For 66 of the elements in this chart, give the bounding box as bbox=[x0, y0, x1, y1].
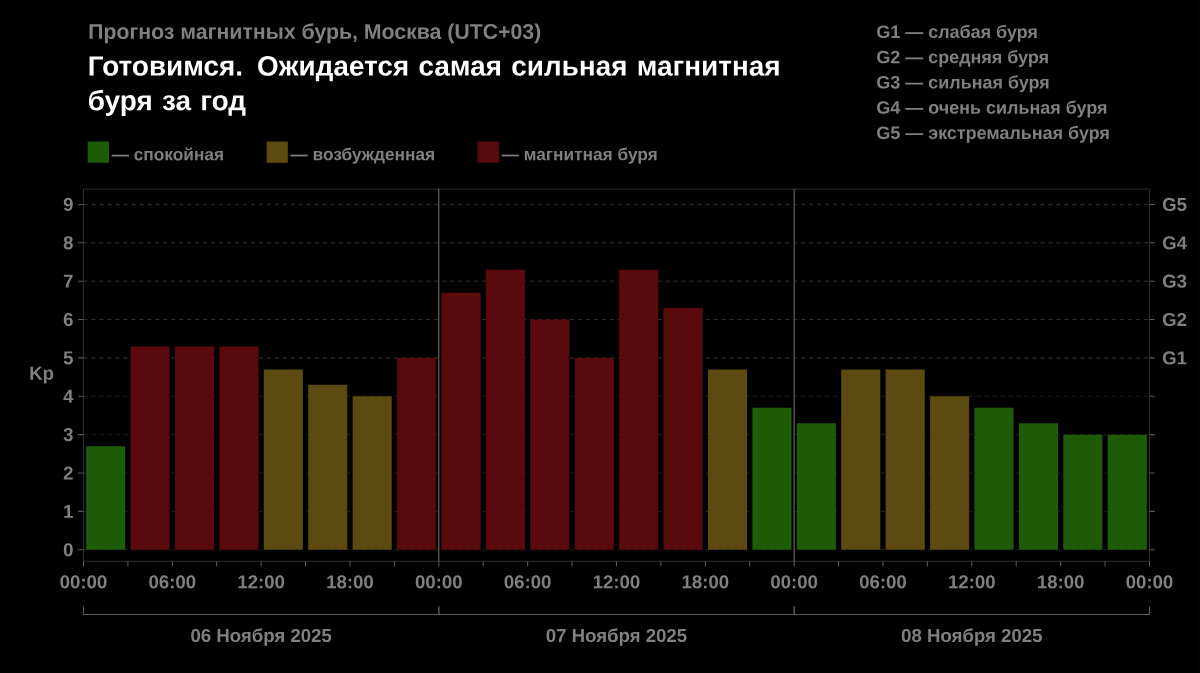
x-tick-label: 12:00 bbox=[593, 575, 640, 589]
x-tick-label: 18:00 bbox=[682, 575, 729, 589]
x-tick-label: 00:00 bbox=[60, 575, 107, 589]
bar bbox=[352, 396, 392, 550]
bar bbox=[441, 292, 481, 550]
bar bbox=[530, 319, 570, 550]
text: G4 — очень сильная буря bbox=[877, 100, 1107, 118]
ref-line-label: G1 bbox=[1162, 351, 1187, 365]
legend-label: — магнитная буря bbox=[501, 147, 657, 164]
bar bbox=[885, 369, 925, 550]
text: 07 Ноября 2025 bbox=[546, 628, 687, 646]
legend-label: — спокойная bbox=[111, 147, 223, 161]
ref-line-label: G2 bbox=[1162, 312, 1187, 327]
bar bbox=[841, 369, 881, 550]
y-tick-label: 5 bbox=[63, 351, 73, 365]
y-axis-title: Kp bbox=[30, 366, 54, 384]
bar bbox=[485, 269, 525, 550]
y-tick-label: 8 bbox=[63, 236, 73, 250]
legend-label: — возбужденная bbox=[290, 147, 434, 164]
x-tick-label: 12:00 bbox=[238, 575, 285, 589]
bar bbox=[1063, 434, 1103, 550]
x-tick-label: 18:00 bbox=[327, 575, 373, 589]
bar bbox=[174, 346, 215, 550]
y-tick-label: 3 bbox=[63, 428, 73, 442]
bar bbox=[974, 407, 1014, 550]
bar bbox=[619, 269, 659, 550]
bar bbox=[219, 346, 259, 550]
bar bbox=[397, 357, 437, 550]
bar bbox=[574, 357, 614, 550]
ref-line-label: G5 bbox=[1162, 197, 1187, 212]
bar bbox=[796, 423, 836, 550]
bar bbox=[930, 396, 970, 550]
x-tick-label: 06:00 bbox=[504, 575, 551, 589]
y-tick-label: 1 bbox=[64, 505, 73, 518]
text: 08 Ноября 2025 bbox=[901, 628, 1042, 646]
ref-line-label: G4 bbox=[1162, 236, 1187, 250]
bar bbox=[1018, 423, 1058, 550]
y-tick-label: 9 bbox=[63, 197, 73, 212]
y-tick-label: 7 bbox=[63, 274, 73, 288]
text: 06 Ноября 2025 bbox=[191, 628, 332, 646]
x-tick-label: 06:00 bbox=[859, 575, 906, 589]
x-tick-label: 00:00 bbox=[415, 575, 462, 589]
x-tick-label: 00:00 bbox=[1126, 575, 1173, 589]
chart-title: Прогноз магнитных бурь, Москва (UTC+03) bbox=[89, 23, 541, 44]
bar bbox=[707, 369, 748, 550]
text: G2 — средняя буря bbox=[877, 50, 1048, 67]
bar bbox=[1107, 434, 1147, 550]
bar bbox=[663, 308, 703, 550]
text: Готовимся. Ожидается самая сильная магнитная буря за год bbox=[88, 56, 779, 116]
y-tick-label: 0 bbox=[63, 543, 73, 557]
x-tick-label: 12:00 bbox=[949, 575, 995, 589]
y-tick-label: 2 bbox=[63, 466, 73, 480]
ref-line-label: G3 bbox=[1162, 274, 1187, 288]
text: G5 — экстремальная буря bbox=[877, 125, 1109, 143]
bar bbox=[752, 407, 792, 550]
bar bbox=[130, 346, 170, 550]
bar bbox=[263, 369, 303, 550]
text: G3 — сильная буря bbox=[877, 75, 1049, 93]
bar bbox=[308, 384, 348, 550]
y-tick-label: 6 bbox=[63, 312, 73, 327]
bar bbox=[86, 446, 126, 550]
text: G1 — слабая буря bbox=[877, 24, 1037, 42]
x-tick-label: 18:00 bbox=[1038, 575, 1084, 589]
x-tick-label: 06:00 bbox=[149, 575, 196, 589]
y-tick-label: 4 bbox=[63, 389, 74, 403]
x-tick-label: 00:00 bbox=[771, 575, 818, 589]
